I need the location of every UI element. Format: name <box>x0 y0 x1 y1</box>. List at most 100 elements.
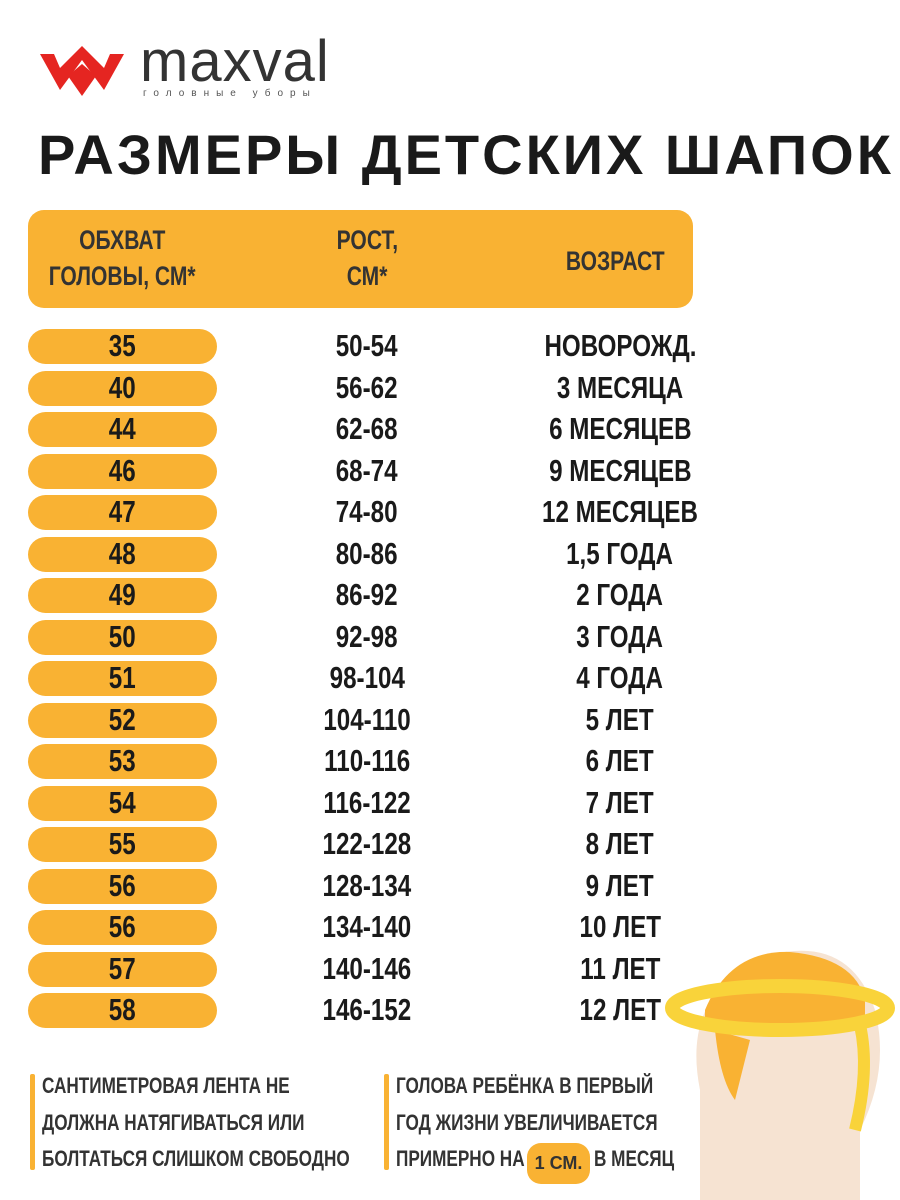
cell-text: 8 ЛЕТ <box>585 826 655 861</box>
cell-text: 98-104 <box>329 660 405 695</box>
note-line: БОЛТАТЬСЯ СЛИШКОМ СВОБОДНО <box>42 1141 437 1178</box>
table-cell: 56 <box>0 909 272 945</box>
cell-text: 110-116 <box>323 743 411 778</box>
note: ГОЛОВА РЕБЁНКА В ПЕРВЫЙ ГОД ЖИЗНИ УВЕЛИЧИ… <box>396 1068 731 1184</box>
table-cell: 57 <box>0 951 272 987</box>
note-text: САНТИМЕТРОВАЯ ЛЕНТА НЕ <box>42 1073 290 1098</box>
size-pill <box>28 412 217 447</box>
logo-tagline: головные уборы <box>143 88 317 99</box>
cell-text: 51 <box>108 660 136 695</box>
cell-text: 10 ЛЕТ <box>579 909 661 944</box>
size-pill <box>28 827 217 862</box>
cell-text: 56 <box>108 909 136 944</box>
header-band <box>28 210 693 308</box>
size-pill <box>28 619 217 655</box>
table-cell: 98-104 <box>217 660 517 696</box>
header-text: ОБХВАТ <box>78 225 166 255</box>
table-cell: 86-92 <box>217 577 517 613</box>
header-text: РОСТ, <box>336 225 398 255</box>
size-pill <box>28 910 217 945</box>
cell-text: 50 <box>108 618 136 654</box>
cell-text: 134-140 <box>322 909 412 944</box>
size-pill <box>28 578 217 613</box>
table-cell: 8 ЛЕТ <box>470 826 770 862</box>
size-pill <box>28 702 217 738</box>
table-cell: 92-98 <box>217 619 517 655</box>
logo-name: maxval <box>140 29 330 94</box>
cell-text: 56 <box>108 867 136 903</box>
cell-text: 6 МЕСЯЦЕВ <box>548 411 692 446</box>
table-cell: 116-122 <box>217 785 517 821</box>
title: РАЗМЕРЫ ДЕТСКИХ ШАПОК <box>38 123 894 186</box>
cell-text: 56-62 <box>336 369 398 405</box>
table-cell: 46 <box>0 453 272 489</box>
table-cell: 10 ЛЕТ <box>470 909 770 945</box>
table-cell: 7 ЛЕТ <box>470 785 770 821</box>
header-line: РОСТ, <box>217 222 517 258</box>
table-cell: 49 <box>0 577 272 613</box>
cell-text: 7 ЛЕТ <box>585 784 655 820</box>
cell-text: 54 <box>108 784 136 820</box>
note-line: ДОЛЖНА НАТЯГИВАТЬСЯ ИЛИ <box>42 1105 437 1142</box>
cell-text: 86-92 <box>336 577 398 612</box>
table-cell: 6 МЕСЯЦЕВ <box>470 411 770 447</box>
size-pill <box>28 868 217 904</box>
cell-text: 58 <box>108 992 136 1027</box>
table-cell: 44 <box>0 411 272 447</box>
cell-text: 1,5 ГОДА <box>566 535 674 571</box>
table-cell: 47 <box>0 494 272 530</box>
header-line: СМ* <box>217 258 517 294</box>
table-cell: 104-110 <box>217 702 517 738</box>
table-cell: 52 <box>0 702 272 738</box>
note-text: ДОЛЖНА НАТЯГИВАТЬСЯ ИЛИ <box>42 1109 305 1135</box>
note-bar <box>30 1074 35 1170</box>
size-pill <box>28 370 217 406</box>
cell-text: 40 <box>108 369 136 405</box>
header-text: ВОЗРАСТ <box>565 246 665 276</box>
size-pill <box>28 495 217 530</box>
cell-text: 9 ЛЕТ <box>585 867 655 903</box>
cell-text: 104-110 <box>323 701 411 737</box>
table-cell: 56-62 <box>217 370 517 406</box>
table-cell: 55 <box>0 826 272 862</box>
cell-text: 47 <box>108 494 136 529</box>
cell-text: 146-152 <box>322 992 412 1027</box>
cell-text: 128-134 <box>322 867 412 903</box>
logo-icon <box>40 46 124 96</box>
size-pill <box>28 993 217 1028</box>
table-cell: 68-74 <box>217 453 517 489</box>
table-cell: НОВОРОЖД. <box>470 328 770 364</box>
table-cell: 5 ЛЕТ <box>470 702 770 738</box>
size-pill <box>28 453 217 489</box>
cell-text: 6 ЛЕТ <box>585 743 655 778</box>
head-illustration <box>665 950 895 1200</box>
column-header: РОСТ, СМ* <box>217 222 517 294</box>
table-cell: 56 <box>0 868 272 904</box>
column-header: ОБХВАТ ГОЛОВЫ, СМ* <box>0 222 272 294</box>
cell-text: 122-128 <box>322 826 412 861</box>
table-cell: 134-140 <box>217 909 517 945</box>
header-line: ОБХВАТ <box>0 222 272 258</box>
table-cell: 110-116 <box>217 743 517 779</box>
cell-text: 2 ГОДА <box>576 577 664 612</box>
cell-text: 55 <box>108 826 136 861</box>
cell-text: 44 <box>108 411 136 446</box>
note-text: В МЕСЯЦ <box>594 1146 675 1171</box>
cell-text: 140-146 <box>322 950 412 986</box>
table-cell: 9 МЕСЯЦЕВ <box>470 453 770 489</box>
note-line: САНТИМЕТРОВАЯ ЛЕНТА НЕ <box>42 1068 437 1105</box>
cell-text: 9 МЕСЯЦЕВ <box>548 452 692 488</box>
cell-text: 5 ЛЕТ <box>585 701 655 737</box>
table-cell: 48 <box>0 536 272 572</box>
table-cell: 11 ЛЕТ <box>470 951 770 987</box>
cell-text: 57 <box>108 950 136 986</box>
note-text: БОЛТАТЬСЯ СЛИШКОМ СВОБОДНО <box>42 1146 350 1171</box>
note: САНТИМЕТРОВАЯ ЛЕНТА НЕ ДОЛЖНА НАТЯГИВАТЬС… <box>42 1068 437 1178</box>
cell-text: 46 <box>108 452 136 488</box>
table-cell: 12 МЕСЯЦЕВ <box>470 494 770 530</box>
cell-text: 48 <box>108 535 136 571</box>
table-cell: 9 ЛЕТ <box>470 868 770 904</box>
cell-text: 12 МЕСЯЦЕВ <box>541 494 698 529</box>
header-line: ГОЛОВЫ, СМ* <box>0 258 272 294</box>
header-text: ГОЛОВЫ, СМ* <box>48 261 196 291</box>
